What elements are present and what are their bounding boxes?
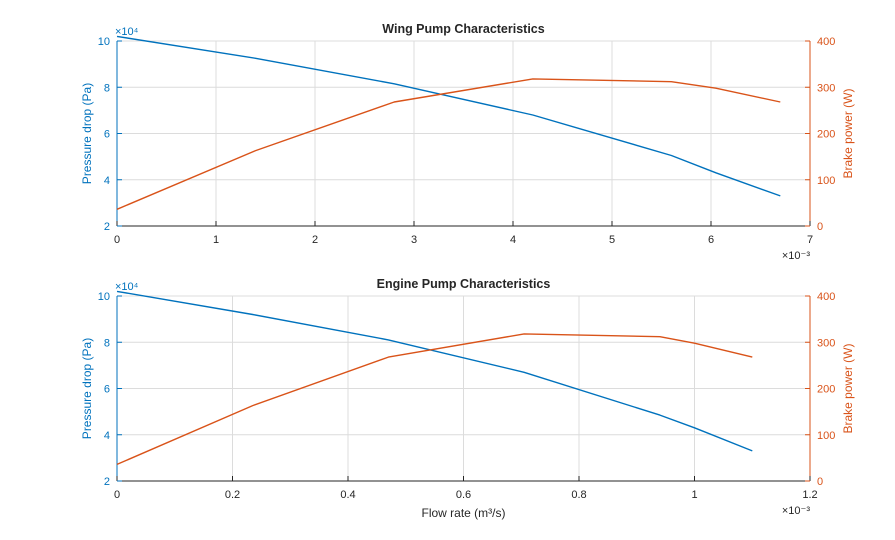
right-y-tick-label: 100 <box>817 175 835 187</box>
x-tick-label: 0.4 <box>340 489 355 501</box>
pressure-drop-line <box>116 35 781 197</box>
x-exponent-label: ×10⁻³ <box>782 505 810 517</box>
x-tick-label: 0 <box>114 234 120 246</box>
left-y-tick-label: 4 <box>104 430 110 442</box>
x-tick-label: 0.2 <box>225 489 240 501</box>
left-y-tick-label: 2 <box>104 476 110 488</box>
left-y-tick-label: 6 <box>104 384 110 396</box>
x-tick-label: 3 <box>411 234 417 246</box>
right-y-tick-label: 200 <box>817 384 835 396</box>
right-y-axis-label: Brake power (W) <box>841 88 855 178</box>
brake-power-line <box>116 333 753 466</box>
x-tick-label: 1.2 <box>802 489 817 501</box>
x-tick-label: 5 <box>609 234 615 246</box>
x-tick-label: 4 <box>510 234 516 246</box>
x-axis-label: Flow rate (m³/s) <box>422 506 506 520</box>
right-y-tick-label: 400 <box>817 291 835 303</box>
right-y-tick-label: 100 <box>817 430 835 442</box>
right-y-tick-label: 0 <box>817 476 823 488</box>
left-y-tick-label: 8 <box>104 82 110 94</box>
x-tick-label: 1 <box>213 234 219 246</box>
left-y-exponent-label: ×10⁴ <box>115 281 139 293</box>
x-exponent-label: ×10⁻³ <box>782 250 810 262</box>
chart-title: Wing Pump Characteristics <box>382 22 544 36</box>
chart-title: Engine Pump Characteristics <box>377 277 551 291</box>
left-y-tick-label: 4 <box>104 175 110 187</box>
chart-panel-2: 0 0.2 0.4 0.6 0.8 1 1.22468100100200300400×10⁴… <box>80 277 855 520</box>
x-tick-label: 0 <box>114 489 120 501</box>
right-y-tick-label: 0 <box>817 221 823 233</box>
left-y-axis-label: Pressure drop (Pa) <box>80 83 94 184</box>
left-y-axis-label: Pressure drop (Pa) <box>80 338 94 439</box>
left-y-tick-label: 10 <box>98 36 110 48</box>
left-y-tick-label: 6 <box>104 129 110 141</box>
pressure-drop-line <box>116 290 753 452</box>
right-y-tick-label: 300 <box>817 82 835 94</box>
left-y-tick-label: 10 <box>98 291 110 303</box>
x-tick-label: 1 <box>691 489 697 501</box>
right-y-tick-label: 300 <box>817 337 835 349</box>
right-y-axis-label: Brake power (W) <box>841 343 855 433</box>
chart-panel-1: 0 1 2 3 4 5 6 72468100100200300400×10⁴×10⁻³Wing… <box>80 22 855 262</box>
right-y-tick-label: 400 <box>817 36 835 48</box>
brake-power-line <box>116 78 781 210</box>
left-y-exponent-label: ×10⁴ <box>115 26 139 38</box>
x-tick-label: 0.6 <box>456 489 471 501</box>
left-y-tick-label: 8 <box>104 337 110 349</box>
x-tick-label: 2 <box>312 234 318 246</box>
x-tick-label: 0.8 <box>571 489 586 501</box>
left-y-tick-label: 2 <box>104 221 110 233</box>
right-y-tick-label: 200 <box>817 129 835 141</box>
x-tick-label: 7 <box>807 234 813 246</box>
x-tick-label: 6 <box>708 234 714 246</box>
